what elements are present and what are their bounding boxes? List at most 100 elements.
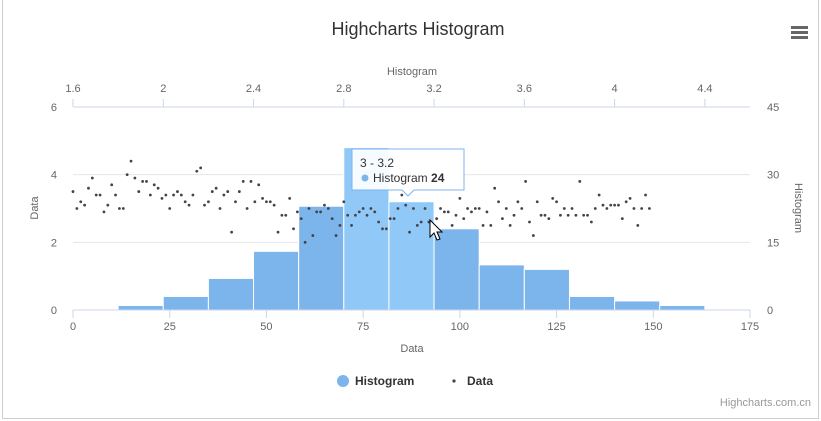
data-point[interactable] [164, 193, 168, 197]
data-point[interactable] [218, 207, 222, 210]
data-point[interactable] [210, 190, 214, 193]
credits-link[interactable]: Highcharts.com.cn [720, 397, 811, 409]
data-point[interactable] [501, 217, 504, 221]
data-point[interactable] [137, 190, 141, 193]
data-point[interactable] [361, 207, 365, 210]
data-point[interactable] [539, 213, 543, 217]
data-point[interactable] [226, 190, 230, 193]
data-point[interactable] [613, 203, 616, 207]
data-point[interactable] [574, 213, 578, 217]
histogram-bar[interactable] [162, 295, 209, 311]
histogram-bar[interactable] [117, 304, 164, 311]
data-point[interactable] [346, 213, 350, 217]
data-point[interactable] [257, 183, 261, 187]
data-point[interactable] [125, 173, 129, 177]
data-point[interactable] [504, 207, 508, 210]
data-point[interactable] [214, 186, 218, 190]
data-point[interactable] [392, 217, 396, 221]
data-point[interactable] [330, 217, 334, 221]
data-point[interactable] [319, 210, 322, 214]
data-point[interactable] [145, 180, 148, 183]
data-point[interactable] [237, 190, 241, 193]
data-point[interactable] [102, 210, 106, 214]
histogram-bar[interactable] [659, 304, 706, 311]
data-point[interactable] [90, 176, 94, 180]
data-point[interactable] [203, 203, 206, 207]
data-point[interactable] [477, 207, 481, 210]
data-point[interactable] [470, 210, 473, 214]
data-point[interactable] [628, 196, 632, 200]
data-point[interactable] [160, 196, 164, 200]
data-point[interactable] [593, 207, 597, 210]
data-point[interactable] [249, 180, 253, 183]
data-point[interactable] [71, 190, 75, 193]
data-point[interactable] [230, 230, 234, 234]
data-point[interactable] [404, 203, 408, 207]
histogram-bar[interactable] [614, 300, 661, 311]
data-point[interactable] [191, 193, 195, 197]
data-point[interactable] [396, 207, 400, 210]
data-point[interactable] [195, 169, 199, 173]
data-point[interactable] [605, 207, 609, 210]
data-point[interactable] [311, 234, 315, 237]
data-point[interactable] [597, 193, 601, 197]
data-point[interactable] [462, 217, 466, 221]
data-point[interactable] [551, 196, 555, 200]
data-point[interactable] [516, 200, 520, 204]
data-point[interactable] [377, 220, 381, 224]
data-point[interactable] [636, 224, 640, 227]
data-point[interactable] [485, 210, 489, 214]
data-point[interactable] [110, 183, 114, 187]
data-point[interactable] [83, 203, 87, 207]
data-point[interactable] [617, 203, 620, 207]
data-point[interactable] [373, 210, 377, 214]
data-point[interactable] [481, 224, 485, 227]
data-point[interactable] [79, 200, 83, 204]
data-point[interactable] [292, 227, 295, 231]
data-point[interactable] [531, 234, 535, 237]
data-point[interactable] [75, 207, 79, 210]
histogram-bar[interactable] [523, 268, 570, 311]
data-point[interactable] [632, 207, 636, 210]
legend-item-histogram[interactable]: Histogram [337, 374, 414, 388]
data-point[interactable] [493, 186, 497, 190]
data-point[interactable] [87, 186, 90, 190]
data-point[interactable] [562, 207, 566, 210]
data-point[interactable] [559, 213, 562, 217]
data-point[interactable] [439, 207, 442, 210]
data-point[interactable] [400, 193, 404, 197]
data-point[interactable] [207, 200, 210, 204]
data-point[interactable] [98, 193, 102, 197]
data-point[interactable] [299, 217, 303, 221]
data-point[interactable] [141, 180, 145, 183]
data-point[interactable] [547, 217, 551, 221]
data-point[interactable] [179, 193, 183, 197]
data-point[interactable] [365, 213, 369, 217]
data-point[interactable] [148, 193, 152, 197]
data-point[interactable] [640, 207, 644, 210]
data-point[interactable] [497, 200, 500, 204]
data-point[interactable] [582, 213, 586, 217]
data-point[interactable] [133, 176, 137, 180]
histogram-bar[interactable] [207, 277, 255, 311]
data-point[interactable] [354, 213, 357, 217]
data-point[interactable] [369, 207, 373, 210]
data-point[interactable] [535, 200, 539, 204]
data-point[interactable] [265, 200, 268, 204]
data-point[interactable] [458, 196, 462, 200]
data-point[interactable] [454, 213, 458, 217]
data-point[interactable] [555, 200, 558, 204]
data-point[interactable] [473, 207, 477, 210]
data-point[interactable] [326, 207, 330, 210]
legend-item-data[interactable]: Data [452, 374, 493, 388]
data-point[interactable] [489, 224, 493, 227]
data-point[interactable] [295, 210, 299, 214]
histogram-bar[interactable] [433, 228, 480, 311]
histogram-bar[interactable] [298, 205, 345, 311]
data-point[interactable] [187, 203, 191, 207]
data-point[interactable] [524, 180, 528, 183]
data-point[interactable] [446, 210, 450, 214]
data-point[interactable] [648, 207, 651, 210]
histogram-bar[interactable] [388, 201, 435, 311]
data-point[interactable] [152, 183, 156, 187]
